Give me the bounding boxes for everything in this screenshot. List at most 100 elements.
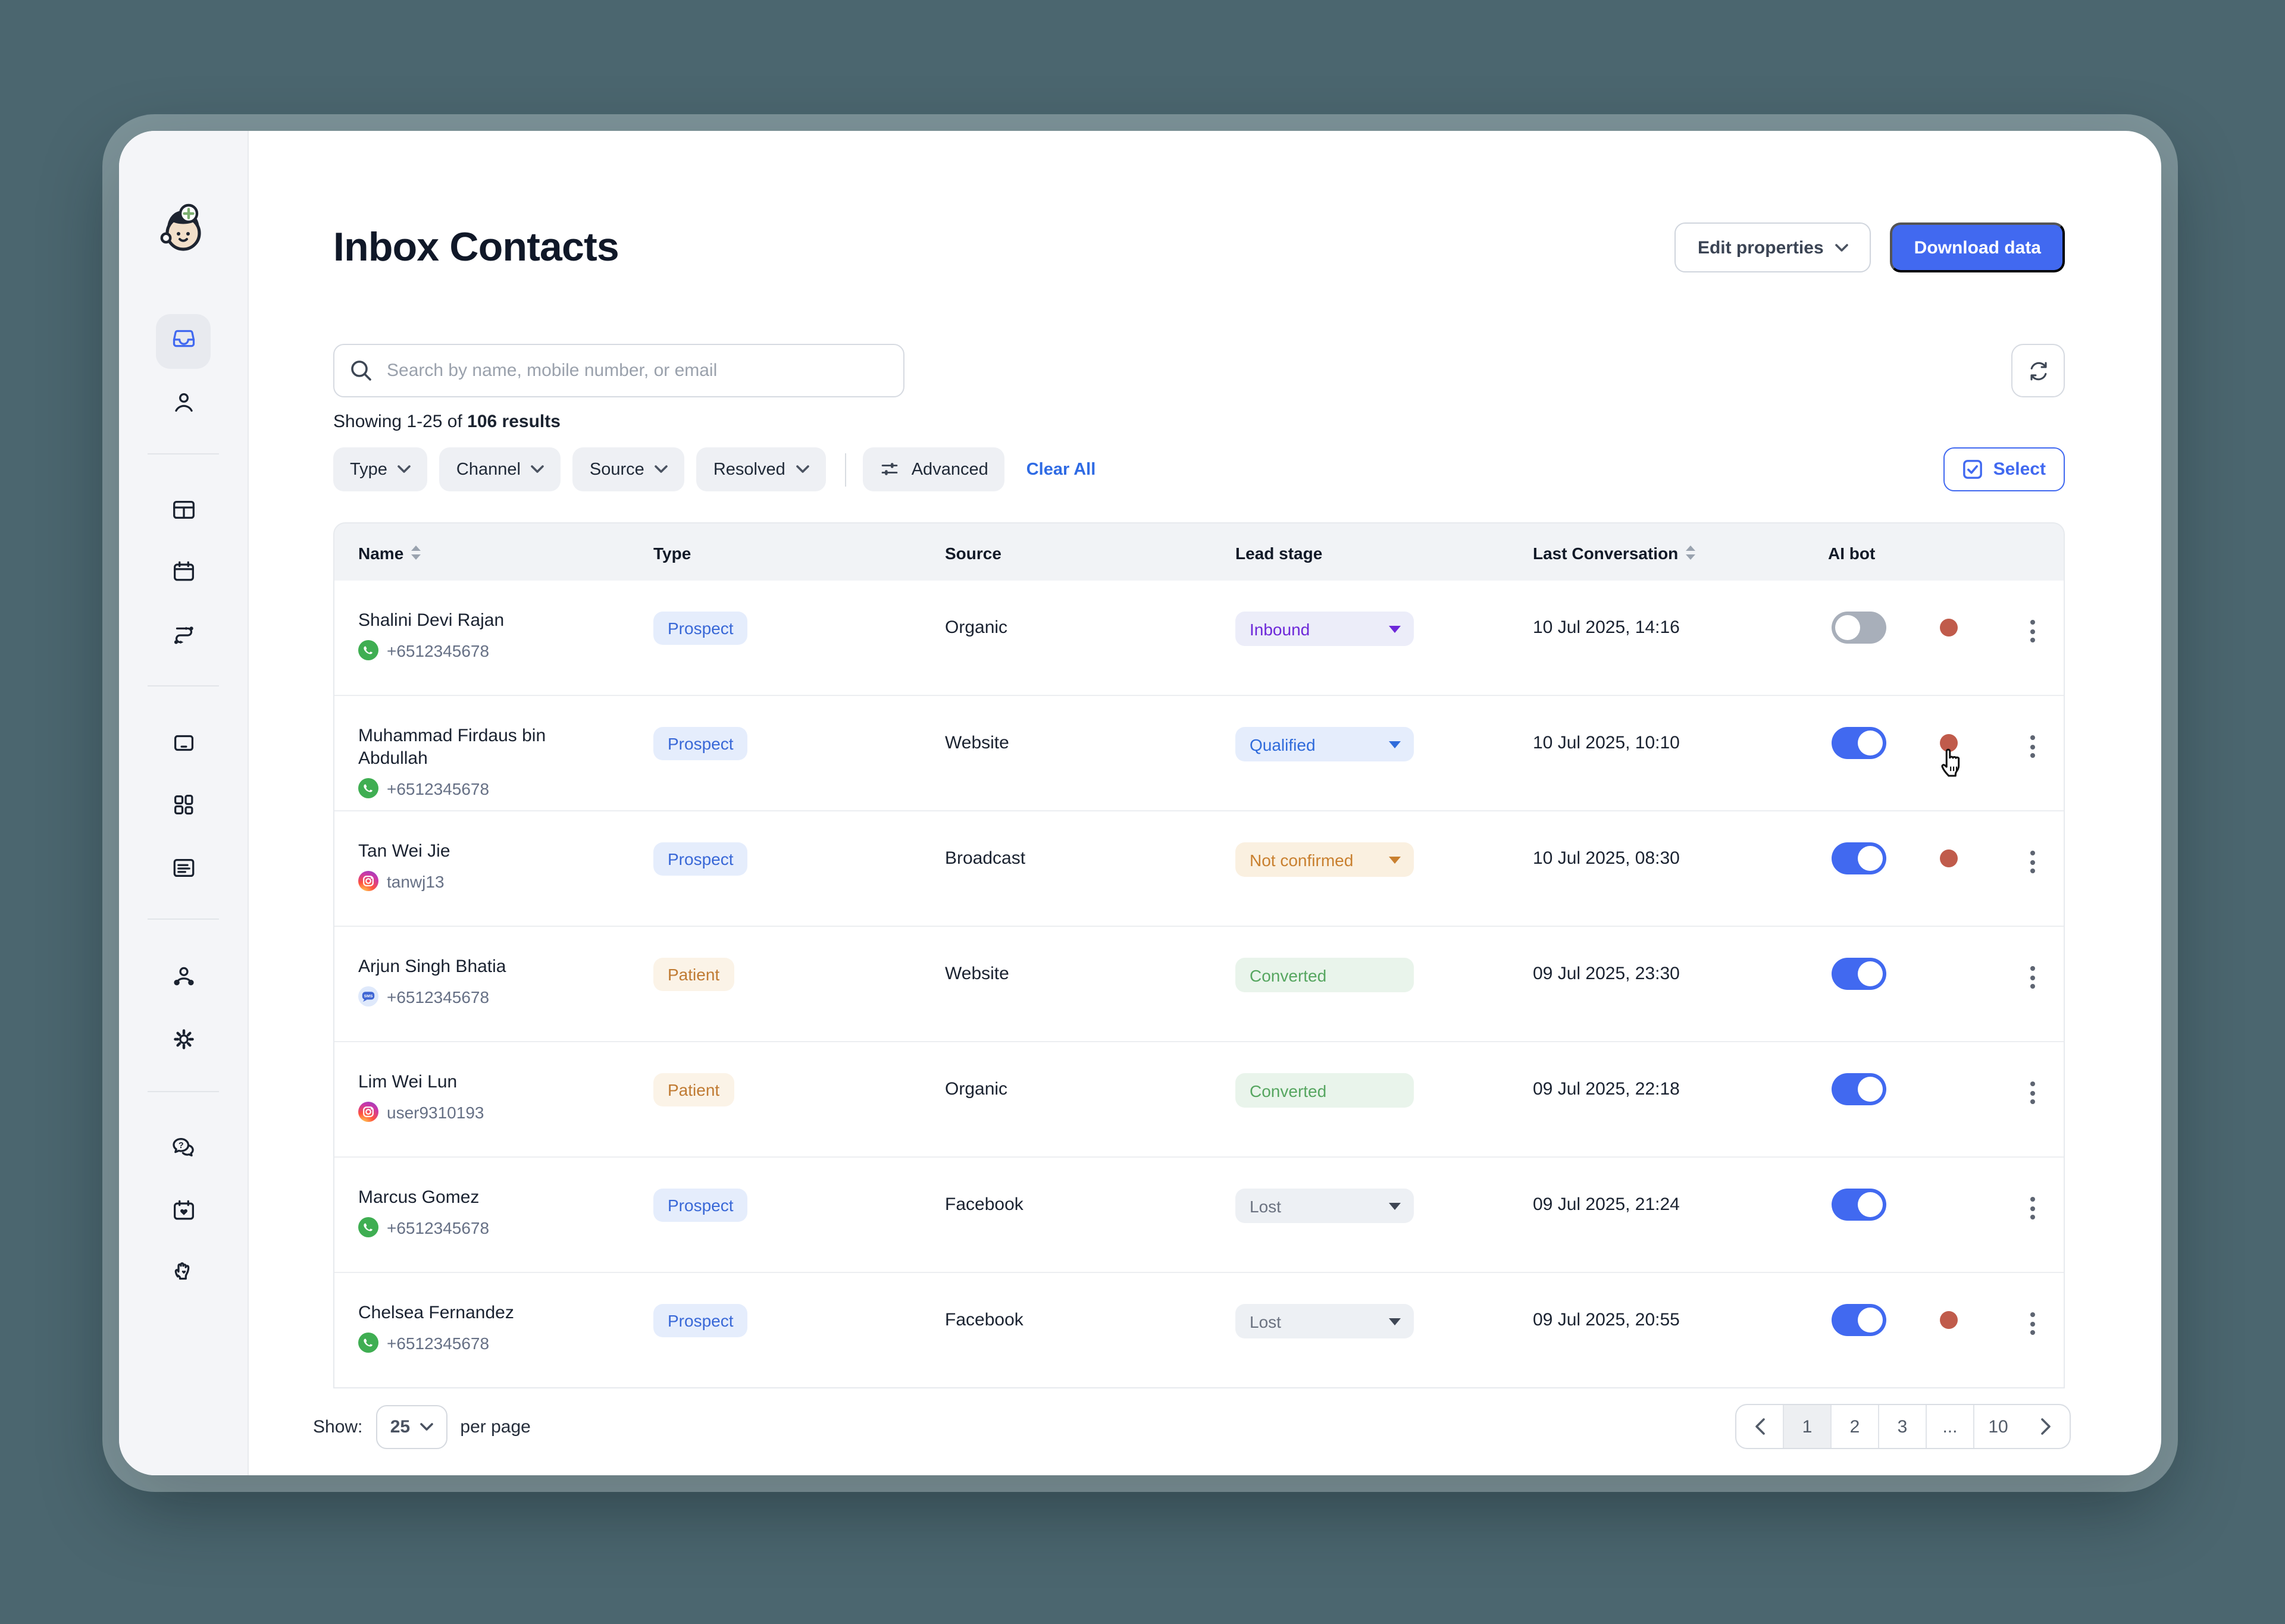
sidebar-item-journeys[interactable] — [156, 610, 211, 665]
contact-handle-text: +6512345678 — [387, 1333, 490, 1352]
edit-properties-label: Edit properties — [1697, 237, 1824, 258]
next-page-button[interactable] — [2022, 1405, 2070, 1448]
type-badge: Prospect — [653, 842, 748, 876]
column-header[interactable]: Name — [358, 523, 421, 582]
download-data-button[interactable]: Download data — [1890, 222, 2065, 272]
row-menu-button[interactable] — [2023, 620, 2042, 656]
type-badge: Patient — [653, 958, 734, 991]
sidebar: ? — [119, 131, 249, 1475]
contact-name: Chelsea Fernandez — [358, 1303, 514, 1323]
show-label: Show: — [313, 1416, 363, 1437]
filter-chip-channel[interactable]: Channel — [439, 447, 561, 491]
table-row[interactable]: Marcus Gomez +6512345678 Prospect Facebo… — [334, 1158, 2064, 1273]
lead-stage-dropdown[interactable]: Qualified — [1235, 727, 1414, 761]
contact-cell: Lim Wei Lun user9310193 — [358, 1071, 584, 1122]
contact-handle: +6512345678 — [358, 1217, 584, 1237]
source-cell: Organic — [945, 617, 1008, 638]
row-menu-button[interactable] — [2023, 851, 2042, 886]
table-row[interactable]: Tan Wei Jie tanwj13 Prospect Broadcast N… — [334, 811, 2064, 927]
source-cell: Facebook — [945, 1310, 1023, 1330]
sidebar-item-templates[interactable] — [156, 844, 211, 898]
refresh-button[interactable] — [2011, 344, 2065, 397]
previous-page-button[interactable] — [1736, 1405, 1784, 1448]
whatsapp-icon — [358, 778, 378, 798]
filter-chip-resolved[interactable]: Resolved — [696, 447, 826, 491]
select-button[interactable]: Select — [1943, 447, 2065, 491]
edit-properties-button[interactable]: Edit properties — [1674, 222, 1871, 272]
lead-stage-dropdown[interactable]: Lost — [1235, 1304, 1414, 1338]
last-conversation-cell: 09 Jul 2025, 20:55 — [1533, 1310, 1680, 1330]
column-header: AI bot — [1828, 523, 1875, 582]
filter-bar: Type Channel Source Resolved Advanced — [333, 447, 2065, 491]
ai-bot-toggle[interactable] — [1832, 1304, 1886, 1336]
sidebar-item-contacts[interactable] — [156, 378, 211, 433]
row-menu-button[interactable] — [2023, 1081, 2042, 1117]
sidebar-item-calendar[interactable] — [156, 547, 211, 602]
clear-all-button[interactable]: Clear All — [1026, 460, 1096, 479]
table-row[interactable]: Lim Wei Lun user9310193 Patient Organic … — [334, 1042, 2064, 1158]
sidebar-item-inbox[interactable] — [156, 314, 211, 369]
contact-handle: tanwj13 — [358, 871, 584, 891]
lead-stage-dropdown[interactable]: Converted — [1235, 1073, 1414, 1108]
contact-cell: Arjun Singh Bhatia SMS +6512345678 — [358, 955, 584, 1007]
contact-cell: Chelsea Fernandez +6512345678 — [358, 1302, 584, 1353]
table-header: Name Type Source Lead stage Last Convers… — [333, 522, 2065, 581]
column-header: Type — [653, 523, 691, 582]
page-button-1[interactable]: 1 — [1784, 1405, 1832, 1448]
advanced-filters-button[interactable]: Advanced — [862, 447, 1005, 491]
ai-bot-toggle[interactable] — [1832, 1073, 1886, 1105]
row-menu-button[interactable] — [2023, 966, 2042, 1002]
filter-chip-type[interactable]: Type — [333, 447, 428, 491]
lead-stage-label: Inbound — [1250, 619, 1310, 638]
filter-chip-source[interactable]: Source — [572, 447, 685, 491]
row-menu-button[interactable] — [2023, 735, 2042, 771]
sidebar-item-appointments[interactable] — [156, 1186, 211, 1241]
sms-icon: SMS — [358, 986, 378, 1007]
ai-bot-toggle[interactable] — [1832, 727, 1886, 759]
column-header[interactable]: Last Conversation — [1533, 523, 1696, 582]
row-menu-button[interactable] — [2023, 1312, 2042, 1348]
toggle-knob — [1858, 1308, 1883, 1333]
contact-handle: +6512345678 — [358, 1333, 584, 1353]
last-conversation-cell: 09 Jul 2025, 22:18 — [1533, 1079, 1680, 1099]
ai-bot-toggle[interactable] — [1832, 958, 1886, 990]
sidebar-item-help[interactable]: ? — [156, 1123, 211, 1178]
sidebar-item-settings[interactable] — [156, 1015, 211, 1070]
lead-stage-dropdown[interactable]: Inbound — [1235, 612, 1414, 646]
sidebar-item-agents[interactable] — [156, 952, 211, 1007]
sidebar-divider — [148, 918, 219, 920]
download-data-label: Download data — [1914, 237, 2041, 258]
hand-heart-icon — [170, 1259, 197, 1292]
filter-chip-label: Type — [350, 460, 387, 479]
table-row[interactable]: Arjun Singh Bhatia SMS +6512345678 Patie… — [334, 927, 2064, 1042]
ai-bot-toggle[interactable] — [1832, 612, 1886, 644]
row-menu-button[interactable] — [2023, 1197, 2042, 1233]
sidebar-item-care[interactable] — [156, 1248, 211, 1303]
type-badge: Prospect — [653, 1189, 748, 1222]
ai-bot-toggle[interactable] — [1832, 842, 1886, 874]
page-button-2[interactable]: 2 — [1832, 1405, 1879, 1448]
table-row[interactable]: Chelsea Fernandez +6512345678 Prospect F… — [334, 1273, 2064, 1387]
table-row[interactable]: Muhammad Firdaus bin Abdullah +651234567… — [334, 696, 2064, 811]
journey-icon — [170, 621, 197, 654]
sidebar-item-devices[interactable] — [156, 719, 211, 773]
sidebar-item-apps[interactable] — [156, 780, 211, 835]
page-button-10[interactable]: 10 — [1988, 1416, 2008, 1437]
lead-stage-dropdown[interactable]: Not confirmed — [1235, 842, 1414, 877]
source-cell: Organic — [945, 1079, 1008, 1099]
sidebar-item-table[interactable] — [156, 485, 211, 540]
filter-chip-label: Source — [589, 460, 644, 479]
device-icon — [170, 729, 197, 763]
search-input[interactable] — [333, 344, 904, 397]
avatar[interactable] — [156, 202, 211, 257]
lead-stage-dropdown[interactable]: Lost — [1235, 1189, 1414, 1223]
select-button-label: Select — [1993, 459, 2046, 479]
per-page-select[interactable]: 25 — [375, 1404, 447, 1449]
ai-bot-toggle[interactable] — [1832, 1189, 1886, 1221]
last-conversation-cell: 10 Jul 2025, 14:16 — [1533, 617, 1680, 638]
lead-stage-dropdown[interactable]: Converted — [1235, 958, 1414, 992]
results-summary-prefix: Showing 1-25 of — [333, 412, 468, 432]
last-conversation-cell: 09 Jul 2025, 21:24 — [1533, 1195, 1680, 1215]
table-row[interactable]: Shalini Devi Rajan +6512345678 Prospect … — [334, 581, 2064, 696]
page-button-3[interactable]: 3 — [1879, 1405, 1927, 1448]
